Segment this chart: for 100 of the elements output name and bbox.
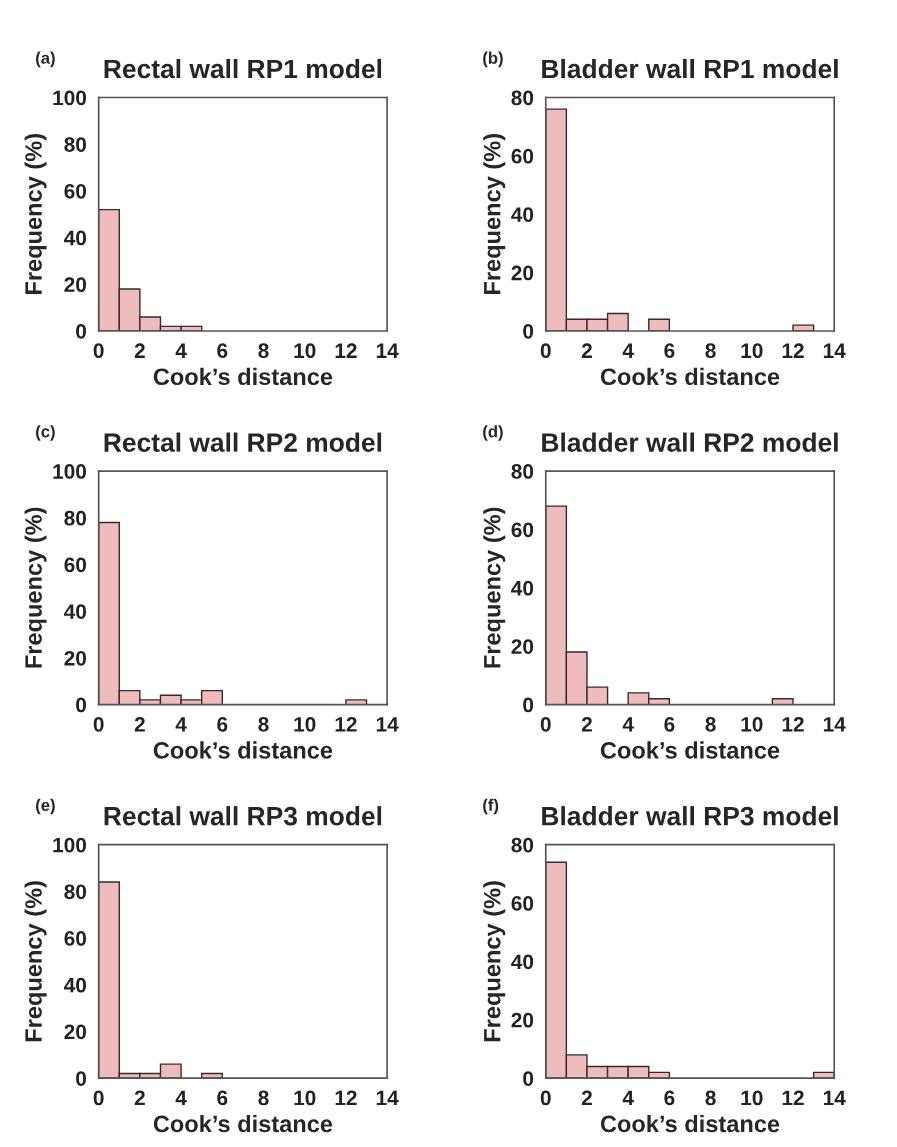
y-axis-title: Frequency (%) bbox=[24, 507, 47, 668]
x-tick-label: 14 bbox=[376, 343, 399, 358]
x-tick-label: 0 bbox=[93, 1090, 104, 1106]
x-tick-label: 8 bbox=[258, 1090, 269, 1106]
x-tick-label: 10 bbox=[294, 343, 316, 359]
y-tick-label: 100 bbox=[53, 464, 87, 479]
x-tick-label: 0 bbox=[93, 343, 104, 359]
x-axis-title: Cook’s distance bbox=[600, 367, 780, 386]
y-tick-label: 20 bbox=[511, 265, 534, 281]
x-tick-label: 12 bbox=[782, 343, 804, 358]
x-tick-label: 4 bbox=[622, 717, 634, 732]
y-tick-label: 80 bbox=[511, 837, 534, 853]
y-axis-title: Frequency (%) bbox=[483, 507, 506, 668]
y-tick-label: 20 bbox=[64, 650, 87, 666]
x-tick-label: 14 bbox=[376, 717, 399, 732]
text: (a) bbox=[36, 51, 55, 68]
x-tick-label: 12 bbox=[335, 343, 357, 358]
y-tick-label: 0 bbox=[523, 1071, 534, 1086]
y-axis-title: Frequency (%) bbox=[24, 881, 47, 1042]
text: (d) bbox=[483, 425, 503, 441]
x-tick-label: 6 bbox=[664, 716, 675, 732]
x-tick-label: 12 bbox=[335, 716, 357, 732]
chart-title: Bladder wall RP1 model bbox=[542, 58, 838, 79]
y-tick-label: 80 bbox=[511, 90, 534, 106]
x-axis-title: Cook’s distance bbox=[153, 741, 333, 759]
x-tick-label: 4 bbox=[175, 343, 187, 358]
x-tick-label: 0 bbox=[540, 716, 551, 732]
x-tick-label: 0 bbox=[540, 343, 551, 359]
x-tick-label: 4 bbox=[175, 1090, 187, 1106]
x-tick-label: 8 bbox=[705, 343, 716, 359]
chart-title: Rectal wall RP3 model bbox=[104, 806, 382, 826]
y-tick-label: 60 bbox=[64, 557, 87, 573]
x-tick-label: 14 bbox=[376, 1090, 399, 1106]
chart-title: Rectal wall RP2 model bbox=[104, 432, 382, 452]
y-tick-label: 60 bbox=[511, 896, 534, 911]
y-tick-label: 20 bbox=[511, 639, 534, 654]
x-tick-label: 2 bbox=[134, 1090, 145, 1106]
y-tick-label: 40 bbox=[511, 207, 534, 222]
x-tick-label: 6 bbox=[217, 1090, 228, 1106]
chart-title: Rectal wall RP1 model bbox=[104, 58, 382, 79]
x-tick-label: 4 bbox=[622, 343, 634, 358]
x-axis-title: Cook’s distance bbox=[600, 741, 780, 759]
y-tick-label: 40 bbox=[511, 580, 534, 596]
x-tick-label: 14 bbox=[823, 717, 846, 732]
x-tick-label: 0 bbox=[540, 1090, 551, 1106]
x-tick-label: 6 bbox=[664, 1090, 675, 1106]
x-tick-label: 10 bbox=[741, 716, 763, 732]
text: (e) bbox=[36, 798, 55, 815]
y-tick-label: 20 bbox=[511, 1012, 534, 1028]
y-tick-label: 60 bbox=[64, 183, 87, 199]
x-tick-label: 8 bbox=[705, 1090, 716, 1106]
text: (c) bbox=[36, 425, 55, 441]
x-tick-label: 10 bbox=[741, 1090, 763, 1106]
x-tick-label: 2 bbox=[134, 716, 145, 732]
y-tick-label: 0 bbox=[523, 697, 534, 713]
text: (b) bbox=[483, 51, 503, 68]
x-tick-label: 8 bbox=[705, 716, 716, 732]
text: (f) bbox=[483, 798, 499, 815]
y-tick-label: 80 bbox=[64, 137, 87, 152]
chart-title: Bladder wall RP2 model bbox=[542, 432, 838, 452]
y-tick-label: 80 bbox=[511, 464, 534, 479]
y-tick-label: 40 bbox=[511, 954, 534, 970]
y-tick-label: 0 bbox=[523, 323, 534, 339]
y-axis-title: Frequency (%) bbox=[24, 134, 47, 294]
y-tick-label: 0 bbox=[76, 1071, 87, 1086]
y-tick-label: 40 bbox=[64, 977, 87, 993]
x-axis-title: Cook’s distance bbox=[600, 1114, 780, 1133]
y-tick-label: 100 bbox=[53, 837, 87, 853]
x-tick-label: 6 bbox=[217, 716, 228, 732]
x-tick-label: 12 bbox=[782, 1090, 804, 1106]
y-tick-label: 0 bbox=[76, 697, 87, 713]
x-axis-title: Cook’s distance bbox=[153, 367, 333, 386]
x-axis-title: Cook’s distance bbox=[153, 1114, 333, 1133]
y-tick-label: 100 bbox=[53, 90, 87, 106]
y-tick-label: 60 bbox=[64, 931, 87, 946]
y-tick-label: 80 bbox=[64, 510, 87, 526]
x-tick-label: 8 bbox=[258, 716, 269, 732]
x-tick-label: 12 bbox=[335, 1090, 357, 1106]
x-tick-label: 4 bbox=[622, 1090, 634, 1106]
x-tick-label: 4 bbox=[175, 717, 187, 732]
x-tick-label: 14 bbox=[823, 1090, 846, 1106]
y-tick-label: 20 bbox=[64, 277, 87, 293]
x-tick-label: 14 bbox=[823, 343, 846, 358]
x-tick-label: 10 bbox=[294, 1090, 316, 1106]
x-tick-label: 6 bbox=[217, 343, 228, 359]
y-axis-title: Frequency (%) bbox=[483, 134, 506, 294]
y-tick-label: 20 bbox=[64, 1024, 87, 1040]
x-tick-label: 2 bbox=[134, 343, 145, 358]
y-tick-label: 60 bbox=[511, 522, 534, 538]
x-tick-label: 2 bbox=[581, 716, 592, 732]
x-tick-label: 8 bbox=[258, 343, 269, 359]
y-tick-label: 0 bbox=[76, 323, 87, 339]
y-tick-label: 60 bbox=[511, 148, 534, 164]
x-tick-label: 2 bbox=[581, 1090, 592, 1106]
x-tick-label: 10 bbox=[294, 716, 316, 732]
y-axis-title: Frequency (%) bbox=[483, 881, 506, 1042]
x-tick-label: 0 bbox=[93, 716, 104, 732]
y-tick-label: 40 bbox=[64, 604, 87, 619]
x-tick-label: 10 bbox=[741, 343, 763, 359]
y-tick-label: 80 bbox=[64, 884, 87, 900]
